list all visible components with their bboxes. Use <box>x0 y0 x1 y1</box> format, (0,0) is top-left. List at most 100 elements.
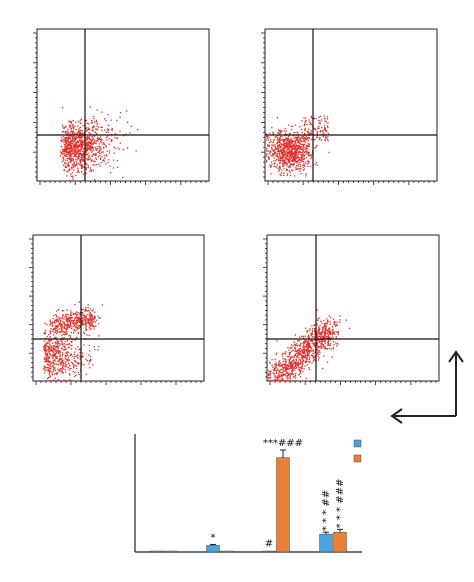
event-point <box>98 149 101 151</box>
event-point <box>321 335 323 337</box>
event-point <box>112 159 115 161</box>
event-point <box>273 163 276 165</box>
event-point <box>75 152 78 155</box>
event-point <box>59 357 62 359</box>
event-point <box>64 357 66 359</box>
event-point <box>89 312 91 315</box>
event-point <box>79 348 81 351</box>
event-point <box>304 355 306 357</box>
event-point <box>294 140 296 142</box>
event-point <box>59 355 61 357</box>
event-point <box>73 163 76 165</box>
event-point <box>70 354 73 356</box>
event-point <box>296 168 299 170</box>
event-point <box>272 153 274 155</box>
event-point <box>288 135 291 137</box>
event-point <box>89 325 91 327</box>
event-point <box>59 368 61 370</box>
event-point <box>122 148 125 151</box>
event-point <box>288 143 291 145</box>
event-point <box>50 323 52 325</box>
event-point <box>87 318 89 320</box>
event-point <box>56 330 59 333</box>
event-point <box>307 142 309 144</box>
event-point <box>268 157 270 160</box>
event-point <box>86 122 88 125</box>
event-point <box>323 355 325 357</box>
event-point <box>93 321 95 323</box>
event-point <box>323 325 326 327</box>
event-point <box>286 368 288 370</box>
event-point <box>61 317 63 319</box>
event-point <box>79 320 81 323</box>
event-point <box>112 167 115 169</box>
event-point <box>50 367 52 370</box>
event-point <box>318 339 321 341</box>
event-point <box>284 159 286 161</box>
event-point <box>314 343 316 345</box>
event-point <box>70 327 72 329</box>
event-point <box>281 375 283 377</box>
event-point <box>323 340 325 343</box>
event-point <box>79 143 82 145</box>
event-point <box>307 352 309 354</box>
event-point <box>320 340 323 342</box>
event-point <box>77 137 79 139</box>
event-point <box>307 165 309 167</box>
event-point <box>274 359 276 361</box>
event-point <box>79 160 81 163</box>
event-point <box>308 153 310 155</box>
event-point <box>302 349 304 352</box>
event-point <box>317 351 320 353</box>
event-point <box>75 313 77 316</box>
event-point <box>64 347 66 349</box>
event-point <box>304 356 306 358</box>
event-point <box>278 373 280 375</box>
event-point <box>54 325 57 328</box>
event-point <box>284 143 286 145</box>
event-point <box>83 135 85 137</box>
event-point <box>299 142 301 144</box>
event-point <box>320 139 323 141</box>
event-point <box>85 151 87 153</box>
event-point <box>55 321 58 323</box>
event-point <box>87 320 89 322</box>
event-point <box>72 124 75 127</box>
event-point <box>78 171 80 173</box>
event-point <box>327 126 329 128</box>
event-point <box>303 124 305 127</box>
event-point <box>88 141 91 143</box>
event-point <box>279 362 281 364</box>
event-point <box>275 160 277 162</box>
event-point <box>296 152 298 154</box>
event-point <box>291 350 293 352</box>
event-point <box>77 169 79 171</box>
event-point <box>289 166 291 168</box>
event-point <box>301 349 303 352</box>
event-point <box>306 353 308 355</box>
event-point <box>330 348 333 350</box>
event-point <box>308 336 310 338</box>
event-point <box>301 355 304 358</box>
event-point <box>44 358 46 360</box>
event-point <box>302 150 304 152</box>
event-point <box>316 344 318 347</box>
event-point <box>289 132 291 134</box>
event-point <box>278 166 281 168</box>
significance-label: * * * ## <box>321 490 332 531</box>
event-point <box>68 316 71 319</box>
event-point <box>54 322 56 324</box>
event-point <box>284 364 286 366</box>
event-point <box>50 339 53 341</box>
event-point <box>287 368 290 370</box>
event-point <box>290 142 293 145</box>
event-point <box>282 370 284 372</box>
event-point <box>48 372 51 374</box>
event-point <box>269 152 271 154</box>
event-point <box>53 368 55 370</box>
event-point <box>274 379 277 381</box>
event-point <box>89 128 91 130</box>
event-point <box>66 160 68 162</box>
event-point <box>339 319 341 321</box>
event-point <box>311 333 314 335</box>
